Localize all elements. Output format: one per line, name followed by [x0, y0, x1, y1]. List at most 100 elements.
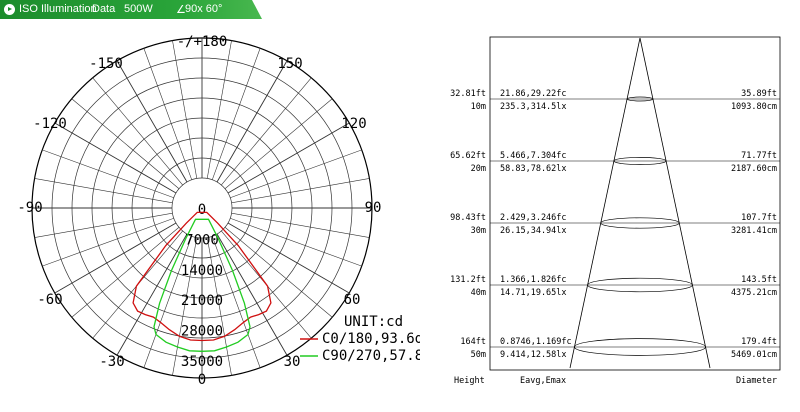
cone-left-edge: [569, 37, 641, 369]
row-height-ft: 131.2ft: [450, 275, 486, 285]
polar-radial-tick: 0: [198, 202, 206, 218]
polar-spoke: [216, 60, 288, 183]
row-lx: 58.83,78.62lx: [500, 164, 567, 174]
row-dia-ft: 71.77ft: [741, 151, 777, 161]
row-fc: 0.8746,1.169fc: [500, 337, 572, 347]
row-height-m: 10m: [471, 102, 486, 112]
row-height-ft: 32.81ft: [450, 89, 486, 99]
polar-spoke: [227, 122, 350, 194]
polar-spoke: [231, 212, 370, 238]
polar-spoke: [71, 98, 180, 189]
polar-spoke: [211, 48, 261, 180]
column-header-eavg: Eavg,Emax: [520, 376, 566, 386]
polar-spoke: [71, 227, 180, 318]
illuminance-table: 32.81ft 10m 21.86,29.22fc 235.3,314.5lx 35.8…: [450, 36, 781, 386]
beam-ellipse: [613, 157, 667, 165]
polar-radial-tick: 21000: [181, 293, 223, 309]
polar-spoke: [216, 233, 288, 356]
polar-spoke: [231, 178, 370, 204]
polar-spoke: [92, 77, 183, 186]
row-dia-cm: 1093.80cm: [731, 102, 777, 112]
row-dia-ft: 107.7ft: [741, 213, 777, 223]
polar-angle-label: 30: [284, 354, 301, 370]
row-height-m: 30m: [471, 226, 486, 236]
header-title: ISO Illumination: [19, 3, 97, 15]
series-curve: [132, 211, 272, 342]
row-fc: 1.366,1.826fc: [500, 275, 567, 285]
polar-spoke: [224, 98, 333, 189]
header-power: 500W: [124, 3, 153, 15]
legend-entry: C0/180,93.6deg: [322, 331, 420, 347]
beam-ellipse: [626, 96, 654, 102]
polar-radial-tick: 14000: [181, 263, 223, 279]
row-dia-cm: 4375.21cm: [731, 288, 777, 298]
row-fc: 2.429,3.246fc: [500, 213, 567, 223]
polar-angle-label: -150: [89, 56, 123, 72]
polar-spoke: [116, 233, 188, 356]
polar-spoke: [116, 60, 188, 183]
polar-radial-tick: 7000: [185, 232, 219, 248]
polar-angle-label: -30: [99, 354, 124, 370]
row-dia-cm: 5469.01cm: [731, 350, 777, 360]
polar-angle-label: -60: [37, 292, 62, 308]
beam-ellipse: [587, 277, 693, 293]
row-fc: 5.466,7.304fc: [500, 151, 567, 161]
polar-angle-label: 60: [344, 292, 361, 308]
polar-spoke: [211, 236, 261, 368]
polar-chart: -/+180 150 120 90 60 30 0 -30 -60 -90 -120 -150 0 700…: [17, 34, 420, 388]
cone-right-edge: [639, 37, 711, 369]
polar-spoke: [172, 40, 198, 179]
row-dia-cm: 3281.41cm: [731, 226, 777, 236]
row-dia-ft: 179.4ft: [741, 337, 777, 347]
polar-angle-label: 0: [198, 372, 206, 388]
polar-radial-tick: 28000: [181, 324, 223, 340]
polar-spoke: [206, 40, 232, 179]
polar-spoke: [224, 227, 333, 318]
header-bar: ISO Illumination Data 500W ∠ 90x 60°: [0, 0, 262, 19]
unit-label: UNIT:cd: [344, 314, 403, 330]
polar-spoke: [172, 237, 198, 376]
row-height-ft: 65.62ft: [450, 151, 486, 161]
play-circle-icon[interactable]: [4, 4, 15, 15]
column-header-diameter: Diameter: [736, 376, 777, 386]
polar-spoke: [221, 77, 312, 186]
row-height-m: 50m: [471, 350, 486, 360]
angle-icon: ∠: [176, 4, 186, 16]
polar-angle-label: 150: [277, 56, 302, 72]
row-lx: 14.71,19.65lx: [500, 288, 567, 298]
row-dia-cm: 2187.60cm: [731, 164, 777, 174]
legend-entry: C90/270,57.8deg: [322, 348, 420, 364]
polar-angle-label: -120: [33, 116, 67, 132]
beam-ellipse: [574, 338, 706, 356]
row-lx: 235.3,314.5lx: [500, 102, 567, 112]
table-frame: [489, 36, 781, 371]
polar-spoke: [54, 122, 177, 194]
row-lx: 26.15,34.94lx: [500, 226, 567, 236]
beam-ellipse: [600, 217, 680, 229]
row-height-m: 40m: [471, 288, 486, 298]
row-fc: 21.86,29.22fc: [500, 89, 567, 99]
row-height-m: 20m: [471, 164, 486, 174]
header-beam: 90x 60°: [185, 3, 223, 15]
polar-spoke: [34, 178, 173, 204]
column-header-height: Height: [454, 376, 485, 386]
polar-angle-label: -90: [17, 200, 42, 216]
polar-grid: [31, 37, 373, 379]
row-height-ft: 98.43ft: [450, 213, 486, 223]
polar-spoke: [143, 48, 193, 180]
polar-spoke: [42, 217, 174, 267]
polar-spoke: [230, 149, 362, 199]
polar-spoke: [206, 237, 232, 376]
polar-spoke: [54, 222, 177, 294]
header-subtitle: Data: [92, 3, 116, 15]
polar-angle-label: 90: [365, 200, 382, 216]
row-dia-ft: 35.89ft: [741, 89, 777, 99]
polar-spoke: [227, 222, 350, 294]
series-curve: [153, 218, 251, 352]
polar-angle-label: -/+180: [177, 34, 228, 50]
polar-spoke: [143, 236, 193, 368]
row-lx: 9.414,12.58lx: [500, 350, 567, 360]
polar-spoke: [230, 217, 362, 267]
polar-spoke: [34, 212, 173, 238]
polar-radial-tick: 35000: [181, 354, 223, 370]
